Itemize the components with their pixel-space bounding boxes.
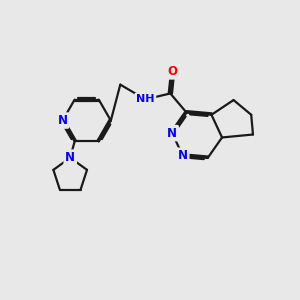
Text: O: O <box>168 65 178 78</box>
Text: N: N <box>58 114 68 127</box>
Text: N: N <box>178 149 188 162</box>
Text: NH: NH <box>136 94 155 104</box>
Text: N: N <box>65 151 75 164</box>
Text: N: N <box>167 127 177 140</box>
